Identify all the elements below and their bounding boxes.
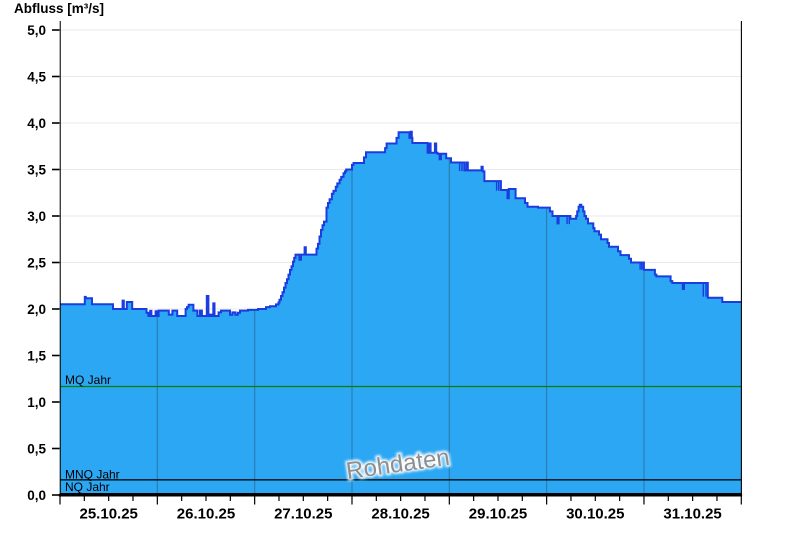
- svg-text:3,5: 3,5: [27, 162, 46, 177]
- svg-text:28.10.25: 28.10.25: [371, 506, 429, 523]
- svg-text:29.10.25: 29.10.25: [469, 506, 527, 523]
- svg-text:1,0: 1,0: [27, 395, 46, 410]
- svg-text:3,0: 3,0: [27, 209, 46, 224]
- svg-text:30.10.25: 30.10.25: [566, 506, 624, 523]
- svg-text:0,5: 0,5: [27, 441, 46, 456]
- svg-text:27.10.25: 27.10.25: [274, 506, 332, 523]
- svg-text:2,0: 2,0: [27, 302, 46, 317]
- svg-text:Abfluss [m³/s]: Abfluss [m³/s]: [14, 1, 104, 16]
- svg-text:26.10.25: 26.10.25: [177, 506, 235, 523]
- svg-text:4,0: 4,0: [27, 116, 46, 131]
- svg-text:31.10.25: 31.10.25: [663, 506, 721, 523]
- svg-text:NQ Jahr: NQ Jahr: [65, 480, 110, 494]
- svg-text:5,0: 5,0: [27, 23, 46, 38]
- svg-text:4,5: 4,5: [27, 69, 46, 84]
- svg-text:MNQ Jahr: MNQ Jahr: [65, 468, 120, 482]
- svg-text:25.10.25: 25.10.25: [80, 506, 138, 523]
- svg-text:0,0: 0,0: [27, 488, 46, 503]
- svg-text:2,5: 2,5: [27, 255, 46, 270]
- svg-text:MQ Jahr: MQ Jahr: [65, 373, 111, 387]
- svg-text:1,5: 1,5: [27, 348, 46, 363]
